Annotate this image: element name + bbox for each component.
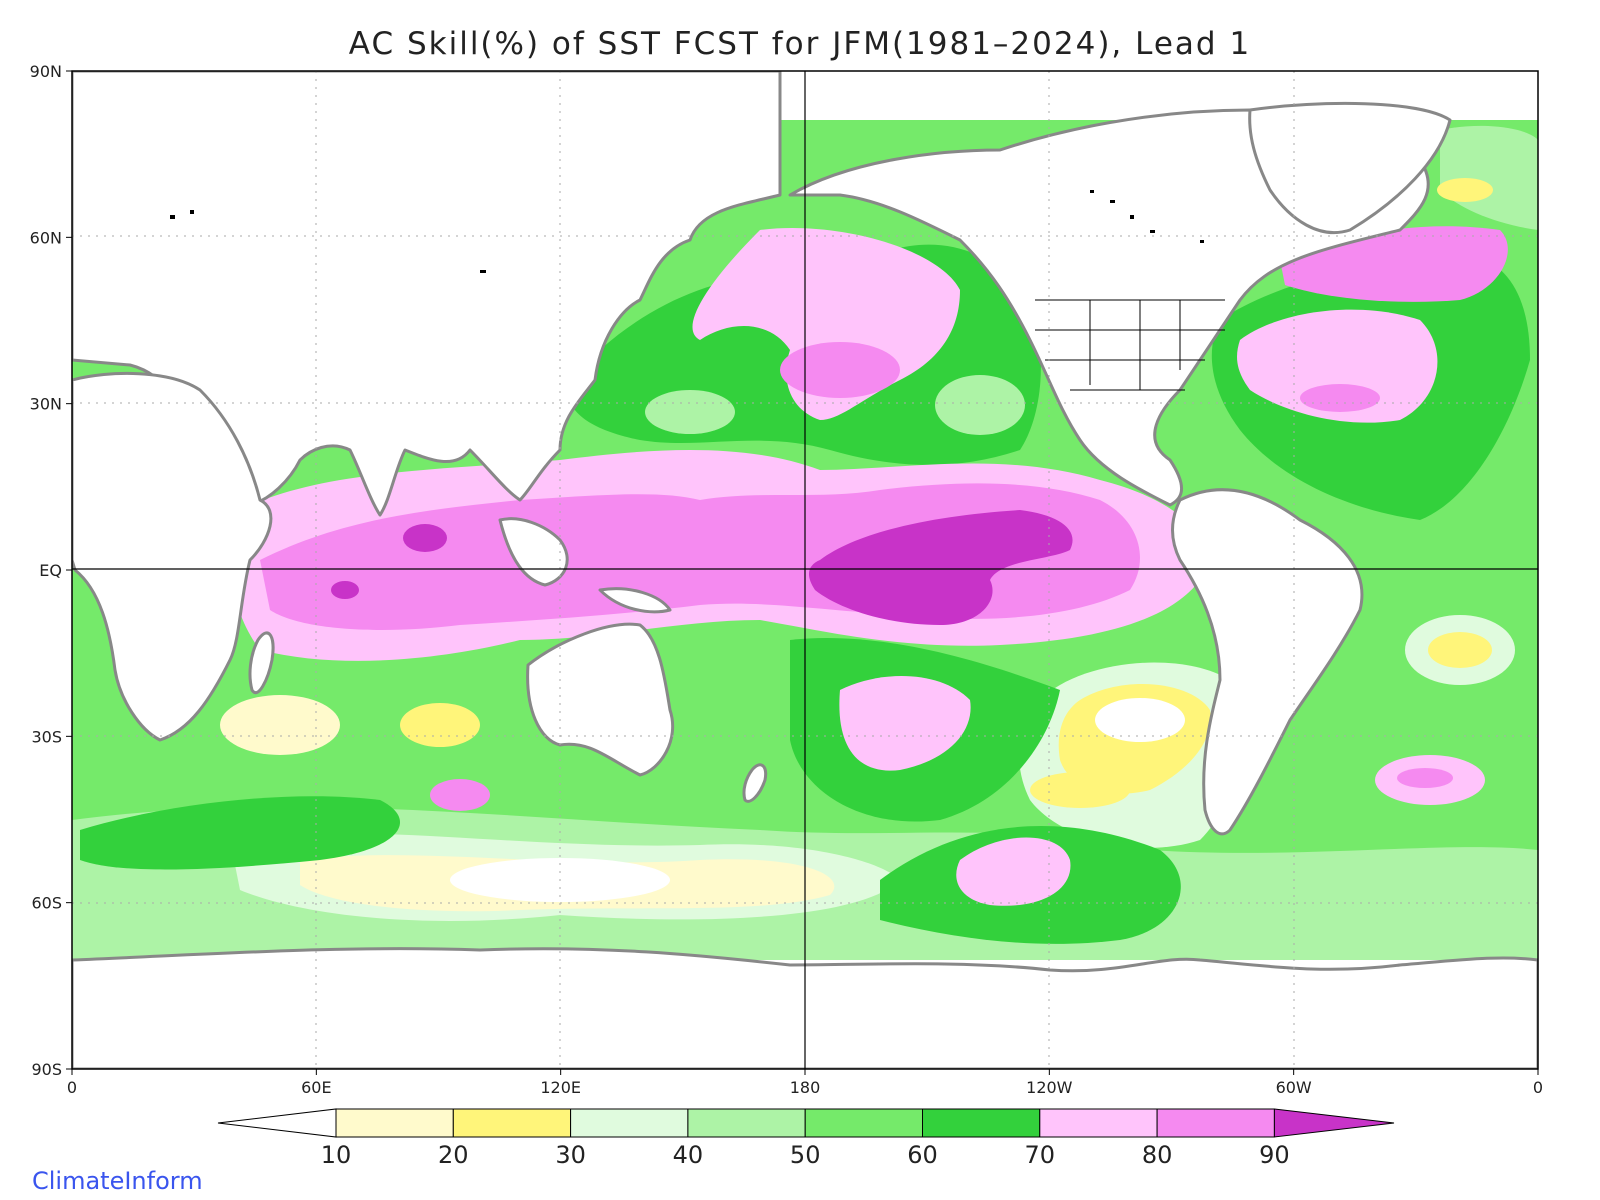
colorbar: 10 20 30 40 50 60 70 80 90 xyxy=(217,1108,1395,1169)
us-state-borders xyxy=(1035,299,1225,391)
south-atlantic-yellow-core xyxy=(1428,632,1492,668)
colorbar-swatch xyxy=(1039,1108,1158,1138)
colorbar-swatch xyxy=(570,1108,689,1138)
lat-tick-label: 90N xyxy=(30,62,62,81)
indian-ocean-purple-spot-2 xyxy=(331,581,359,599)
inland-lake-marks xyxy=(170,190,1204,273)
lat-tick-label: 90S xyxy=(31,1060,62,1079)
lat-tick-label: 30S xyxy=(31,727,62,746)
colorbar-swatch xyxy=(804,1108,924,1138)
south-indian-yellow-2 xyxy=(400,703,480,747)
colorbar-level-label: 30 xyxy=(555,1141,586,1169)
new-guinea-land xyxy=(598,587,672,614)
south-atlantic-pink-core xyxy=(1397,768,1453,788)
southeast-pacific-low-core-2 xyxy=(1030,772,1130,808)
africa-land xyxy=(72,371,273,742)
north-atlantic-pink xyxy=(1237,309,1438,423)
land-masses xyxy=(72,71,1538,1069)
lat-tick-label: 60S xyxy=(31,894,62,913)
south-indian-yellow xyxy=(220,695,340,755)
madagascar-land xyxy=(248,631,275,694)
southern-pacific-pink xyxy=(956,837,1071,906)
north-pacific-light-spot xyxy=(645,390,735,434)
credit-text: ClimateInform xyxy=(32,1167,203,1195)
greenland-land xyxy=(1248,101,1452,235)
colorbar-level-label: 10 xyxy=(321,1141,352,1169)
colorbar-swatch xyxy=(452,1108,572,1138)
colorbar-level-label: 20 xyxy=(438,1141,469,1169)
colorbar-low-arrow xyxy=(217,1108,337,1138)
lon-tick-label: 120E xyxy=(540,1078,581,1097)
north-atlantic-magenta xyxy=(1300,384,1380,412)
lon-tick-label: 60W xyxy=(1276,1078,1312,1097)
colorbar-level-label: 60 xyxy=(907,1141,938,1169)
map-title: AC Skill(%) of SST FCST for JFM(1981–202… xyxy=(348,26,1252,62)
new-zealand-land xyxy=(742,763,768,803)
lat-tick-label: 30N xyxy=(30,395,62,414)
australia-land xyxy=(526,622,675,777)
lon-tick-label: 120W xyxy=(1026,1078,1073,1097)
greenland-sea-green xyxy=(1440,125,1538,230)
indian-ocean-purple-spot xyxy=(403,524,447,552)
south-pacific-pink xyxy=(839,676,971,771)
north-america-land xyxy=(788,108,1430,507)
colorbar-level-label: 80 xyxy=(1142,1141,1173,1169)
north-pacific-light-spot-2 xyxy=(935,375,1025,435)
lon-tick-label: 60E xyxy=(301,1078,331,1097)
lon-tick-label: 180 xyxy=(790,1078,821,1097)
southeast-pacific-low-core xyxy=(1095,698,1185,742)
south-america-land xyxy=(1171,488,1364,836)
colorbar-swatch xyxy=(335,1108,454,1138)
lon-tick-label: 0 xyxy=(1533,1078,1543,1097)
colorbar-swatch xyxy=(1156,1108,1275,1138)
north-pacific-pink-core xyxy=(780,342,900,398)
colorbar-high-arrow xyxy=(1273,1108,1395,1138)
colorbar-level-label: 90 xyxy=(1259,1141,1290,1169)
colorbar-level-label: 40 xyxy=(673,1141,704,1169)
south-indian-dark-green xyxy=(80,796,400,870)
greenland-yellow xyxy=(1437,178,1493,202)
south-indian-pink xyxy=(430,779,490,811)
lon-tick-label: 0 xyxy=(67,1078,77,1097)
map-axes: 90N 60N 30N EQ 30S 60S 90S 0 60E 120E 180 120W 60W 0 xyxy=(30,62,1543,1097)
enso-core-purple xyxy=(808,510,1073,625)
lat-tick-label: EQ xyxy=(39,561,62,580)
colorbar-swatch xyxy=(922,1108,1041,1138)
colorbar-level-label: 70 xyxy=(1025,1141,1056,1169)
lat-tick-label: 60N xyxy=(30,228,62,247)
colorbar-level-label: 50 xyxy=(790,1141,821,1169)
colorbar-swatch xyxy=(687,1108,806,1138)
